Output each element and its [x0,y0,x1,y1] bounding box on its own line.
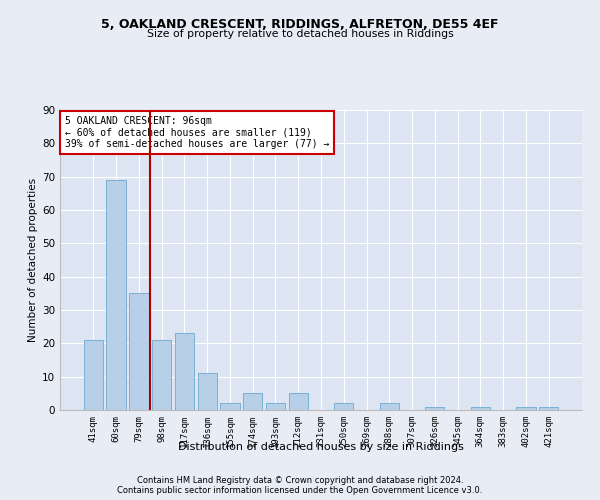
Bar [152,340,172,410]
Bar [129,294,149,410]
Text: Contains HM Land Registry data © Crown copyright and database right 2024.: Contains HM Land Registry data © Crown c… [137,476,463,485]
Bar [106,180,126,410]
Bar [470,406,490,410]
Bar [539,406,558,410]
Bar [84,340,103,410]
Bar [380,404,399,410]
Text: Distribution of detached houses by size in Riddings: Distribution of detached houses by size … [178,442,464,452]
Bar [266,404,285,410]
Y-axis label: Number of detached properties: Number of detached properties [28,178,38,342]
Text: Contains public sector information licensed under the Open Government Licence v3: Contains public sector information licen… [118,486,482,495]
Text: 5 OAKLAND CRESCENT: 96sqm
← 60% of detached houses are smaller (119)
39% of semi: 5 OAKLAND CRESCENT: 96sqm ← 60% of detac… [65,116,329,149]
Bar [197,374,217,410]
Bar [289,394,308,410]
Text: Size of property relative to detached houses in Riddings: Size of property relative to detached ho… [146,29,454,39]
Bar [220,404,239,410]
Bar [334,404,353,410]
Text: 5, OAKLAND CRESCENT, RIDDINGS, ALFRETON, DE55 4EF: 5, OAKLAND CRESCENT, RIDDINGS, ALFRETON,… [101,18,499,30]
Bar [243,394,262,410]
Bar [175,334,194,410]
Bar [516,406,536,410]
Bar [425,406,445,410]
